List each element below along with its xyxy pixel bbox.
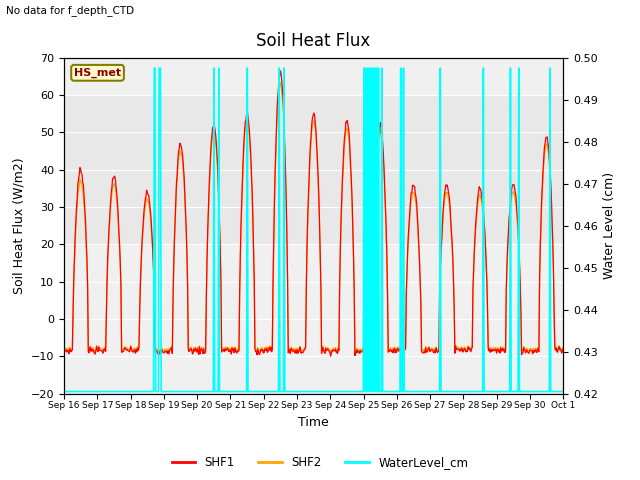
Bar [64, 95, 563, 244]
Bar [64, 244, 563, 394]
Text: No data for f_depth_CTD: No data for f_depth_CTD [6, 5, 134, 16]
Y-axis label: Soil Heat Flux (W/m2): Soil Heat Flux (W/m2) [12, 157, 25, 294]
Y-axis label: Water Level (cm): Water Level (cm) [604, 172, 616, 279]
Text: HS_met: HS_met [74, 68, 121, 78]
Legend: SHF1, SHF2, WaterLevel_cm: SHF1, SHF2, WaterLevel_cm [167, 452, 473, 474]
Title: Soil Heat Flux: Soil Heat Flux [257, 33, 371, 50]
Bar [64, 58, 563, 95]
X-axis label: Time: Time [298, 416, 329, 429]
